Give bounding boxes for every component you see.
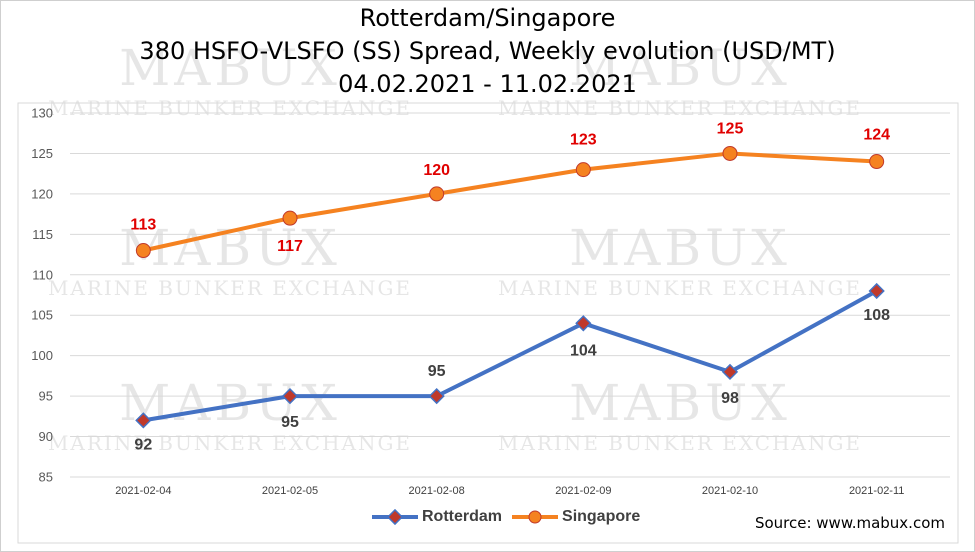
chart-inner-border	[17, 102, 959, 544]
legend-item-singapore: Singapore	[512, 508, 640, 526]
legend-label-rotterdam: Rotterdam	[422, 508, 503, 525]
data-label-rotterdam: 108	[863, 307, 890, 324]
data-label-rotterdam: 92	[134, 436, 152, 453]
watermark-tagline: MARINE BUNKER EXCHANGE	[48, 276, 412, 300]
y-tick-label: 90	[39, 429, 53, 444]
data-labels: 113 117 120 123 125 124 92 95 95 104 98 108	[130, 120, 890, 453]
title-line-2: 380 HSFO-VLSFO (SS) Spread, Weekly evolu…	[139, 37, 836, 65]
watermark-tagline: MARINE BUNKER EXCHANGE	[498, 276, 862, 300]
point-singapore	[429, 186, 445, 202]
watermark-brand: MABUX	[569, 219, 791, 277]
chart-title: Rotterdam/Singapore 380 HSFO-VLSFO (SS) …	[0, 2, 975, 101]
point-rotterdam	[281, 387, 299, 405]
x-tick-label: 2021-02-08	[409, 485, 465, 497]
y-tick-label: 95	[39, 389, 53, 404]
data-label-singapore: 117	[277, 238, 303, 255]
legend-swatch-singapore	[512, 510, 559, 524]
watermark-tagline: MARINE BUNKER EXCHANGE	[48, 96, 412, 120]
watermark-brand: MABUX	[119, 39, 341, 97]
y-tick-label: 85	[39, 470, 53, 485]
series-line-rotterdam	[143, 289, 878, 423]
point-rotterdam	[868, 282, 885, 300]
x-tick-label: 2021-02-11	[849, 485, 904, 497]
point-singapore	[282, 210, 298, 226]
series-line-singapore	[142, 151, 877, 253]
point-rotterdam	[428, 387, 445, 405]
watermark-tagline: MARINE BUNKER EXCHANGE	[48, 431, 412, 455]
point-singapore	[135, 243, 151, 259]
x-tick-label: 2021-02-10	[702, 485, 758, 497]
legend-label-singapore: Singapore	[562, 508, 641, 525]
title-line-1: Rotterdam/Singapore	[359, 4, 616, 32]
data-label-singapore: 123	[570, 132, 597, 149]
data-label-singapore: 113	[130, 217, 156, 234]
y-tick-label: 105	[31, 308, 53, 323]
point-singapore	[869, 154, 885, 170]
series-layer	[135, 145, 885, 429]
point-singapore	[575, 162, 591, 178]
legend: Rotterdam Singapore	[372, 508, 640, 526]
y-axis: 85 90 95 100 105 110 115 120 125 130	[31, 106, 53, 485]
data-label-rotterdam: 104	[570, 342, 597, 359]
point-rotterdam	[135, 412, 152, 429]
y-tick-label: 110	[32, 267, 53, 282]
data-label-singapore: 125	[717, 120, 744, 137]
data-label-rotterdam: 95	[428, 363, 446, 380]
point-singapore	[722, 145, 738, 161]
y-tick-label: 120	[31, 186, 53, 201]
legend-item-rotterdam: Rotterdam	[372, 508, 502, 526]
plot-area	[17, 102, 959, 544]
y-tick-label: 100	[31, 348, 53, 363]
watermark-tagline: MARINE BUNKER EXCHANGE	[498, 431, 862, 455]
y-tick-label: 130	[31, 106, 53, 121]
point-rotterdam	[575, 315, 592, 332]
source-note: Source: www.mabux.com	[754, 514, 945, 532]
title-line-3: 04.02.2021 - 11.02.2021	[338, 70, 637, 98]
gridlines	[70, 112, 950, 478]
watermark-brand: MABUX	[119, 374, 341, 432]
data-label-rotterdam: 98	[721, 390, 739, 407]
y-tick-label: 125	[31, 146, 53, 161]
data-label-singapore: 120	[423, 162, 450, 179]
y-tick-label: 115	[32, 227, 53, 242]
x-tick-label: 2021-02-05	[262, 485, 318, 497]
legend-swatch-rotterdam	[372, 509, 418, 525]
x-tick-label: 2021-02-09	[555, 485, 611, 497]
x-tick-label: 2021-02-04	[115, 485, 171, 497]
data-label-singapore: 124	[863, 127, 890, 144]
data-label-rotterdam: 95	[281, 414, 299, 431]
watermark-brand: MABUX	[569, 374, 791, 432]
watermark-brand: MABUX	[569, 39, 791, 97]
point-rotterdam	[721, 363, 739, 380]
watermark-tagline: MARINE BUNKER EXCHANGE	[498, 96, 862, 120]
x-axis: 2021-02-04 2021-02-05 2021-02-08 2021-02-09…	[115, 485, 904, 497]
